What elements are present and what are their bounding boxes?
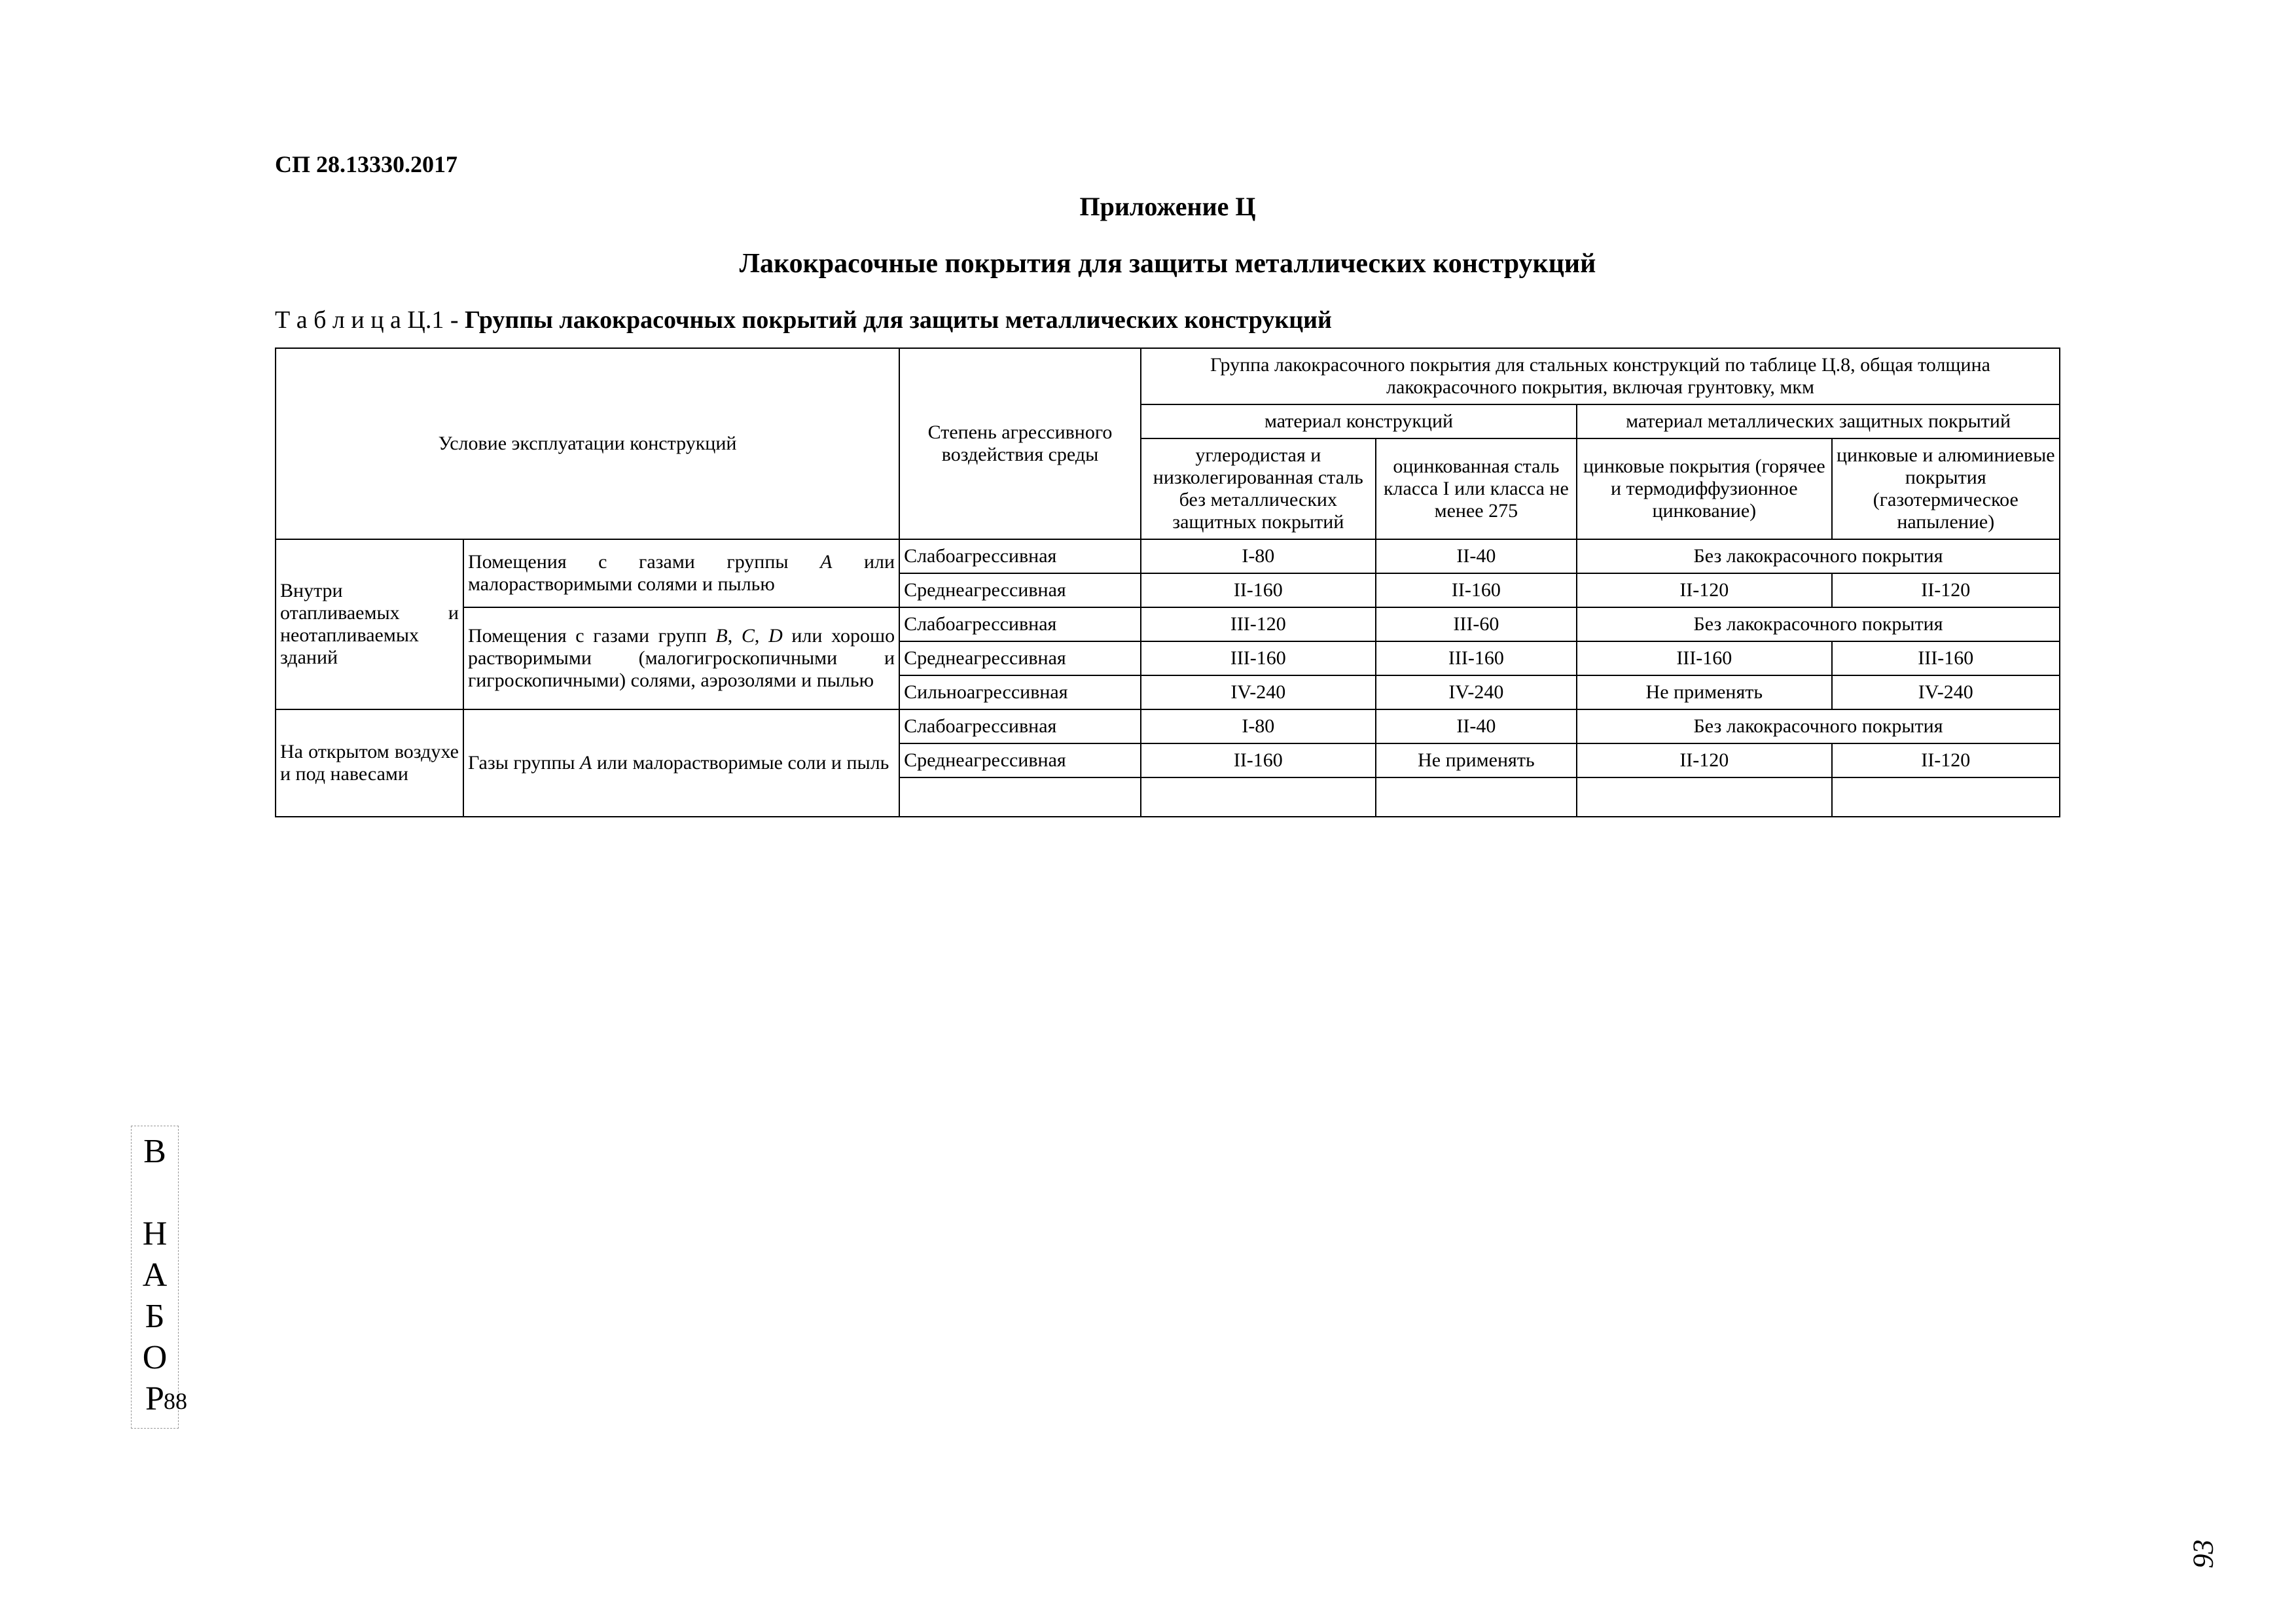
blank-cell [1832, 777, 2060, 817]
corner-number: 93 [2187, 1540, 2220, 1569]
stamp-label: В НАБОР [131, 1126, 179, 1429]
degree-cell: Слабоагрессивная [899, 607, 1141, 641]
condition-cell: Помещения с газами групп B, C, D или хор… [463, 607, 899, 709]
value-cell: III-160 [1141, 641, 1376, 675]
value-cell: IV-240 [1832, 675, 2060, 709]
condition-cell: Газы группы A или малорастворимые соли и… [463, 709, 899, 817]
table-row: Внутри отапливаемых и неотапливаемых зда… [276, 539, 2060, 573]
blank-cell [1577, 777, 1831, 817]
degree-cell: Среднеагрессивная [899, 573, 1141, 607]
value-cell: II-160 [1376, 573, 1577, 607]
blank-cell [1141, 777, 1376, 817]
value-cell: Не применять [1577, 675, 1831, 709]
blank-cell [1376, 777, 1577, 817]
value-cell: III-60 [1376, 607, 1577, 641]
value-cell: III-120 [1141, 607, 1376, 641]
table-caption: Т а б л и ц а Ц.1 - Группы лакокрасочных… [275, 306, 2060, 334]
value-cell: I-80 [1141, 539, 1376, 573]
value-cell-merged: Без лакокрасочного покрытия [1577, 607, 2060, 641]
value-cell: III-160 [1376, 641, 1577, 675]
value-cell: IV-240 [1376, 675, 1577, 709]
value-cell: II-40 [1376, 709, 1577, 743]
table-caption-bold: Группы лакокрасочных покрытий для защиты… [465, 306, 1332, 334]
table-row: Помещения с газами групп B, C, D или хор… [276, 607, 2060, 641]
value-cell: II-160 [1141, 573, 1376, 607]
th-group-top: Группа лакокрасочного покрытия для сталь… [1141, 348, 2060, 404]
th-degree: Степень агрессивного воздействия среды [899, 348, 1141, 539]
degree-cell: Слабоагрессивная [899, 539, 1141, 573]
page-subtitle: Лакокрасочные покрытия для защиты металл… [275, 248, 2060, 279]
value-cell: I-80 [1141, 709, 1376, 743]
th-c4: цинковые и алюминиевые покрытия (газотер… [1832, 438, 2060, 539]
value-cell: II-120 [1577, 743, 1831, 777]
value-cell: III-160 [1577, 641, 1831, 675]
value-cell-merged: Без лакокрасочного покрытия [1577, 709, 2060, 743]
doc-code: СП 28.13330.2017 [275, 151, 2060, 178]
value-cell-merged: Без лакокрасочного покрытия [1577, 539, 2060, 573]
condition-cell: Помещения с газами группы A или малораст… [463, 539, 899, 607]
degree-cell: Среднеагрессивная [899, 743, 1141, 777]
degree-cell: Среднеагрессивная [899, 641, 1141, 675]
value-cell: II-40 [1376, 539, 1577, 573]
th-c2: оцинкованная сталь класса I или класса н… [1376, 438, 1577, 539]
value-cell: Не применять [1376, 743, 1577, 777]
value-cell: II-160 [1141, 743, 1376, 777]
th-material-constr: материал конструкций [1141, 404, 1577, 438]
value-cell: IV-240 [1141, 675, 1376, 709]
page-number: 88 [164, 1387, 187, 1415]
th-c1: углеродистая и низколегированная сталь б… [1141, 438, 1376, 539]
table-row: На открытом воздухе и под навесамиГазы г… [276, 709, 2060, 743]
row-group-label: Внутри отапливаемых и неотапливаемых зда… [276, 539, 463, 709]
degree-cell: Сильноагрессивная [899, 675, 1141, 709]
blank-cell [899, 777, 1141, 817]
th-conditions: Условие эксплуатации конструкций [276, 348, 899, 539]
th-c3: цинковые покрытия (горячее и термодиффуз… [1577, 438, 1831, 539]
table-caption-prefix: Т а б л и ц а Ц.1 - [275, 306, 465, 334]
th-material-protect: материал металлических защитных покрытий [1577, 404, 2060, 438]
degree-cell: Слабоагрессивная [899, 709, 1141, 743]
value-cell: III-160 [1832, 641, 2060, 675]
value-cell: II-120 [1832, 573, 2060, 607]
coatings-table: Условие эксплуатации конструкций Степень… [275, 348, 2060, 817]
value-cell: II-120 [1832, 743, 2060, 777]
value-cell: II-120 [1577, 573, 1831, 607]
appendix-title: Приложение Ц [275, 191, 2060, 222]
row-group-label: На открытом воздухе и под навесами [276, 709, 463, 817]
